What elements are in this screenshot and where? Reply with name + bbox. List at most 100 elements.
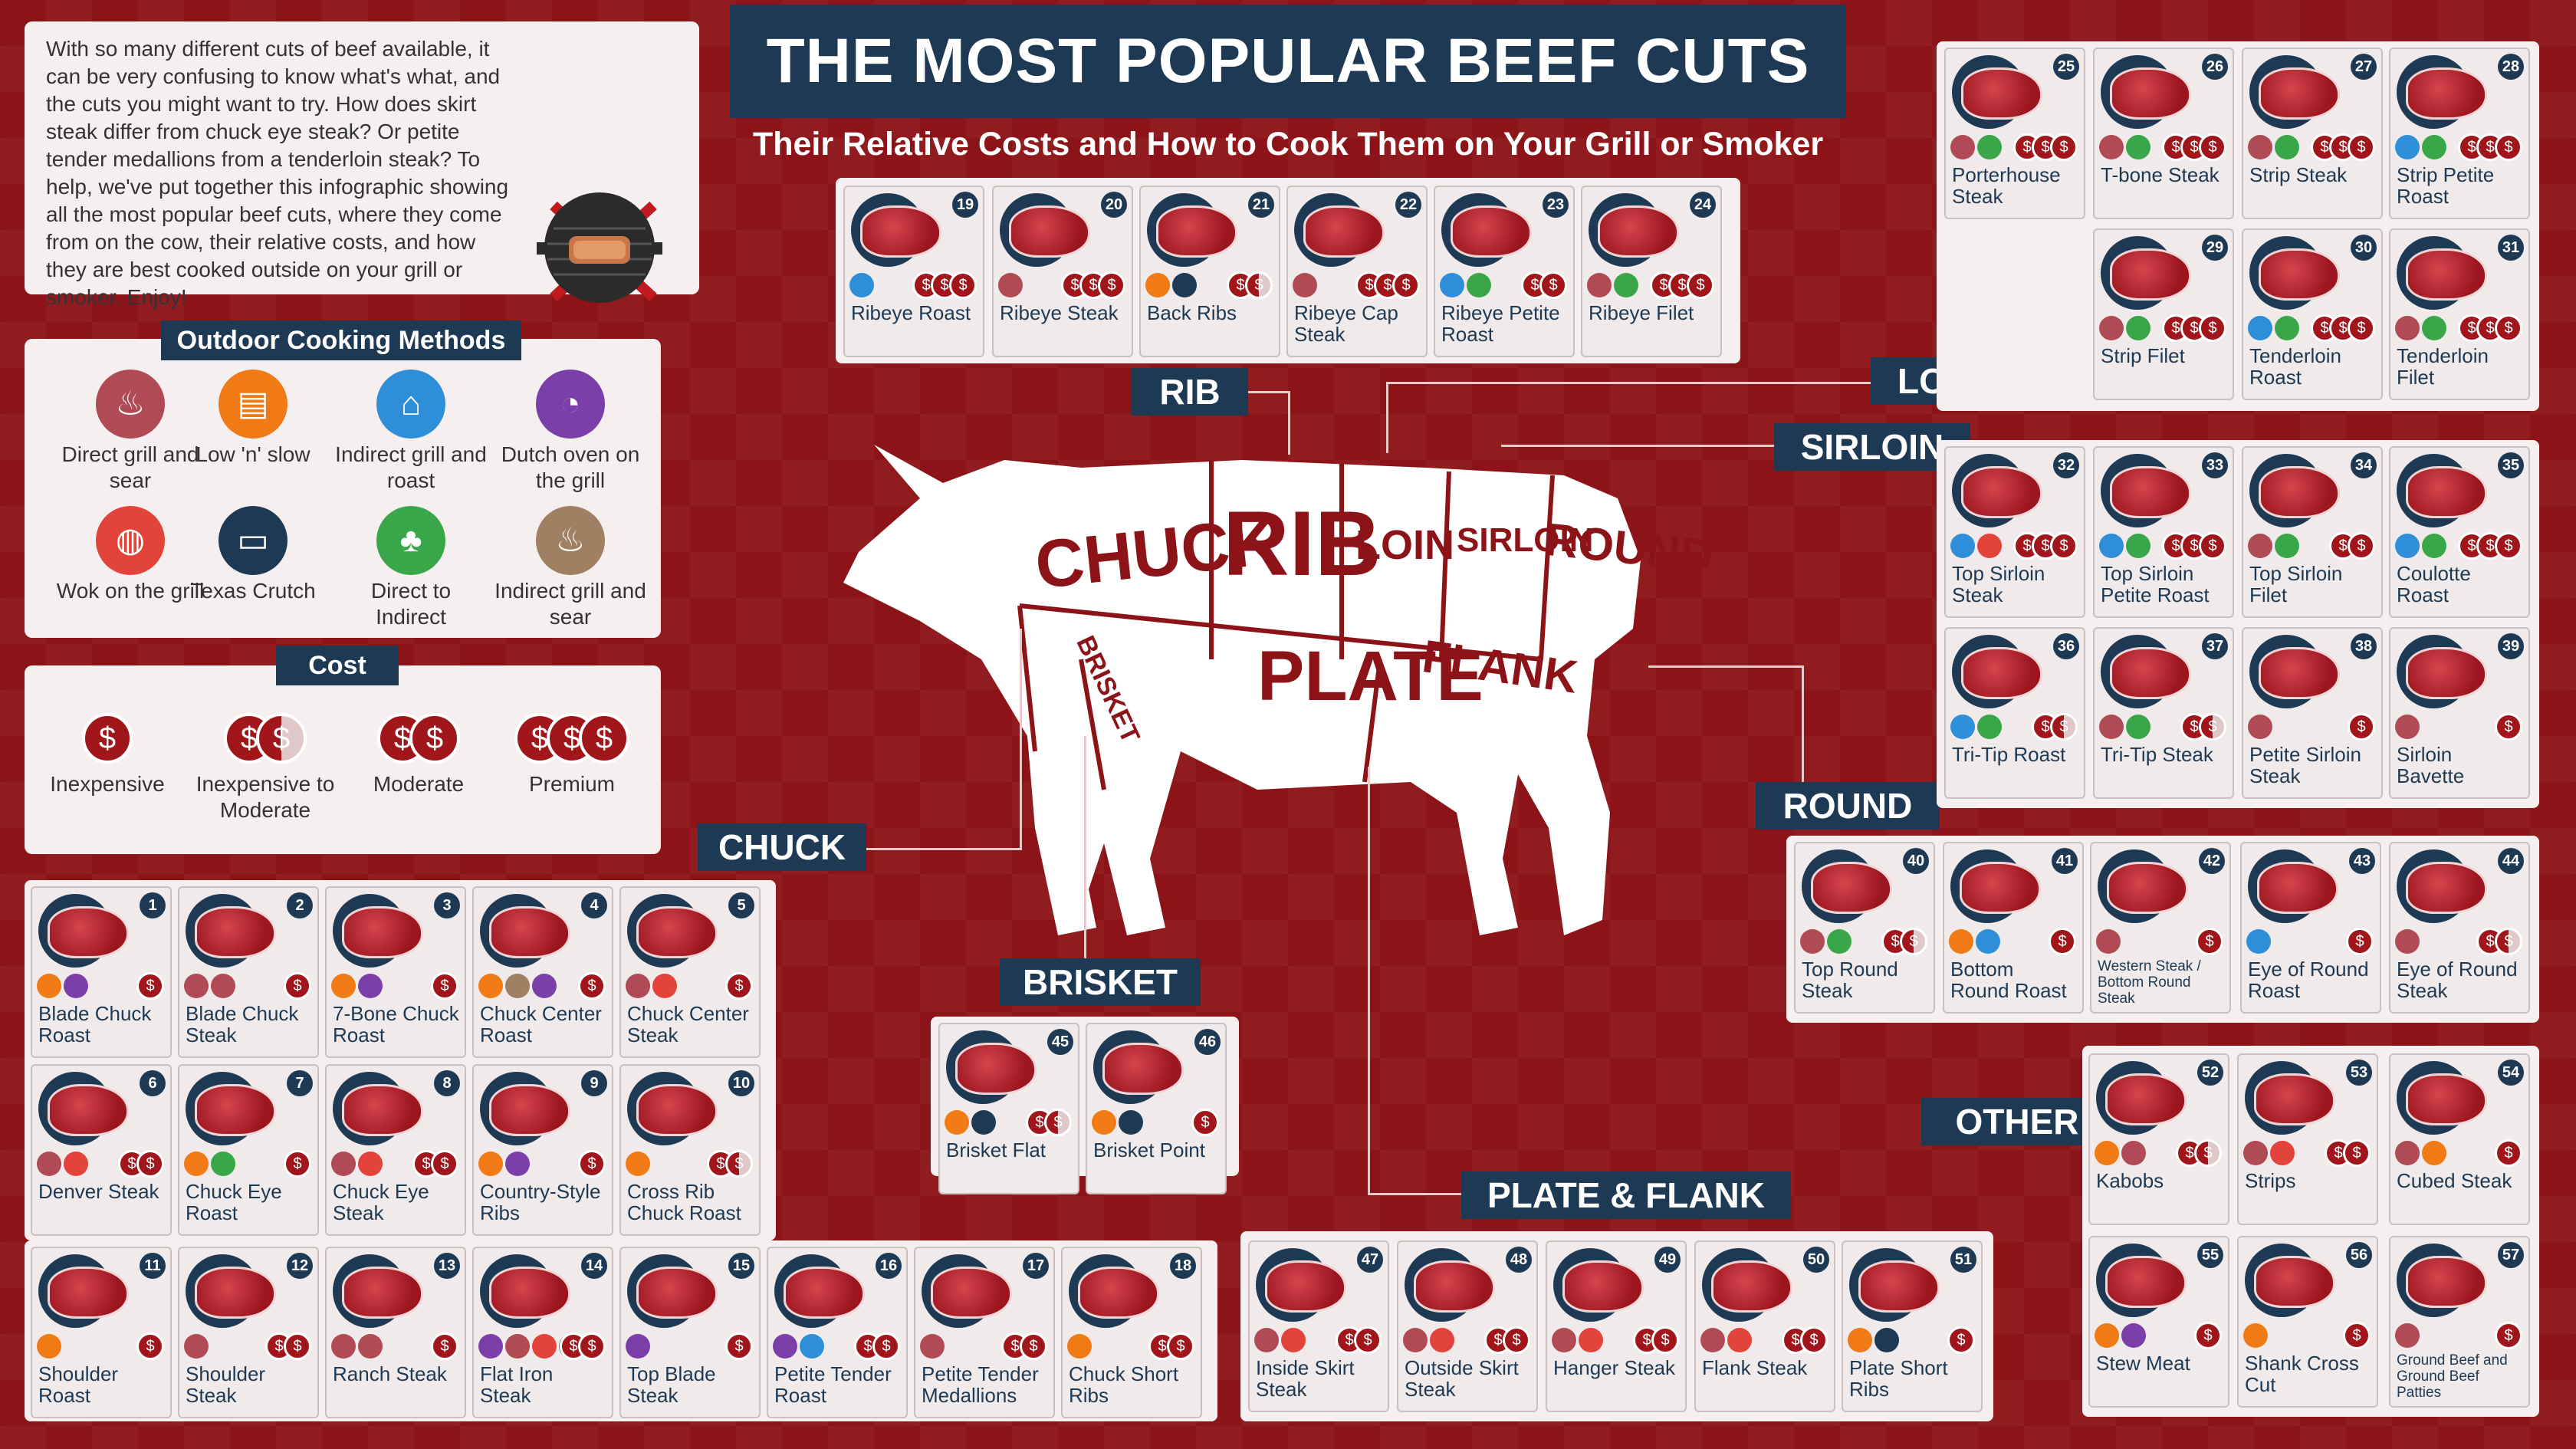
cut-card-40[interactable]: 40 $ $ Top Round Steak	[1794, 842, 1935, 1014]
cut-card-18[interactable]: 18 $ $ Chuck Short Ribs	[1061, 1247, 1202, 1418]
cut-card-5[interactable]: 5 $ Chuck Center Steak	[619, 886, 761, 1058]
cooking-method-icon	[1145, 273, 1170, 297]
cost-coins-icon: $	[431, 972, 458, 1000]
cooking-method-icon	[2243, 1141, 2268, 1165]
cooking-method-icon	[478, 1334, 503, 1359]
cut-card-15[interactable]: 15 $ Top Blade Steak	[619, 1247, 761, 1418]
cooking-method-icon	[2099, 135, 2124, 159]
page-subtitle: Their Relative Costs and How to Cook The…	[752, 125, 1824, 163]
cut-name: Tenderloin Roast	[2249, 344, 2341, 389]
cooking-method-icon	[2121, 1323, 2146, 1348]
connector-round	[1648, 665, 1804, 806]
cooking-method-label: Dutch oven on the grill	[501, 442, 640, 492]
cooking-method-label: Indirect grill and roast	[335, 442, 487, 492]
cut-card-17[interactable]: 17 $ $ Petite Tender Medallions	[914, 1247, 1055, 1418]
cut-card-41[interactable]: 41 $ Bottom Round Roast	[1943, 842, 2084, 1014]
cut-card-28[interactable]: 28 $ $ $ Strip Petite Roast	[2389, 48, 2530, 219]
cut-card-43[interactable]: 43 $ Eye of Round Roast	[2240, 842, 2381, 1014]
cut-card-34[interactable]: 34 $ $ Top Sirloin Filet	[2242, 446, 2383, 618]
cooking-method-icon	[2248, 135, 2272, 159]
meat-cut-icon	[1960, 862, 2041, 914]
cut-card-51[interactable]: 51 $ Plate Short Ribs	[1842, 1240, 1983, 1412]
cut-card-50[interactable]: 50 $ $ Flank Steak	[1694, 1240, 1835, 1412]
cooking-method-icon	[1700, 1328, 1725, 1352]
cut-number-badge: 4	[581, 892, 607, 918]
cut-card-23[interactable]: 23 $ $ Ribeye Petite Roast	[1434, 186, 1575, 357]
cut-number-badge: 37	[2202, 633, 2228, 659]
cooking-method-icon	[2395, 135, 2420, 159]
cut-card-49[interactable]: 49 $ $ Hanger Steak	[1546, 1240, 1687, 1412]
cut-card-14[interactable]: 14 $ $ Flat Iron Steak	[472, 1247, 613, 1418]
cut-card-36[interactable]: 36 $ $ Tri-Tip Roast	[1944, 627, 2085, 799]
dollar-coin-icon: $ $	[189, 713, 342, 764]
cut-card-22[interactable]: 22 $ $ $ Ribeye Cap Steak	[1286, 186, 1428, 357]
cut-method-icons	[1848, 1328, 1899, 1352]
cut-card-26[interactable]: 26 $ $ $ T-bone Steak	[2093, 48, 2234, 219]
cut-card-45[interactable]: 45 $ $ Brisket Flat	[938, 1023, 1079, 1194]
cut-card-7[interactable]: 7 $ Chuck Eye Roast	[178, 1064, 319, 1236]
cut-card-32[interactable]: 32 $ $ $ Top Sirloin Steak	[1944, 446, 2085, 618]
cut-card-31[interactable]: 31 $ $ $ Tenderloin Filet	[2389, 228, 2530, 400]
cooking-method-icon: ♣	[376, 506, 445, 575]
cut-card-54[interactable]: 54 $ Cubed Steak	[2389, 1053, 2530, 1225]
cut-card-21[interactable]: 21 $ $ Back Ribs	[1139, 186, 1280, 357]
cut-card-37[interactable]: 37 $ $ Tri-Tip Steak	[2093, 627, 2234, 799]
meat-cut-icon	[1156, 205, 1237, 258]
cut-card-48[interactable]: 48 $ $ Outside Skirt Steak	[1397, 1240, 1538, 1412]
cooking-method-icon	[1430, 1328, 1454, 1352]
cooking-method-icon	[2126, 135, 2150, 159]
cut-card-16[interactable]: 16 $ $ Petite Tender Roast	[767, 1247, 908, 1418]
cut-number-badge: 20	[1101, 192, 1127, 218]
cooking-method-icon	[478, 1152, 503, 1176]
cut-card-9[interactable]: 9 $ Country-Style Ribs	[472, 1064, 613, 1236]
cut-card-25[interactable]: 25 $ $ $ Porterhouse Steak	[1944, 48, 2085, 219]
cooking-method-icon	[1977, 534, 2002, 558]
cut-name: Blade Chuck Roast	[38, 1002, 152, 1046]
cooking-method-icon	[1875, 1328, 1899, 1352]
cut-card-1[interactable]: 1 $ Blade Chuck Roast	[31, 886, 172, 1058]
cut-card-3[interactable]: 3 $7-Bone Chuck Roast	[325, 886, 466, 1058]
cut-number-badge: 54	[2498, 1060, 2524, 1086]
cut-card-20[interactable]: 20 $ $ $ Ribeye Steak	[992, 186, 1133, 357]
cut-card-4[interactable]: 4 $ Chuck Center Roast	[472, 886, 613, 1058]
cut-card-12[interactable]: 12 $ $ Shoulder Steak	[178, 1247, 319, 1418]
cut-card-38[interactable]: 38 $ Petite Sirloin Steak	[2242, 627, 2383, 799]
cut-card-52[interactable]: 52 $ $ Kabobs	[2088, 1053, 2229, 1225]
cooking-method-icon	[2248, 316, 2272, 340]
cut-card-10[interactable]: 10 $ $ Cross Rib Chuck Roast	[619, 1064, 761, 1236]
cut-number-badge: 42	[2199, 848, 2225, 874]
cut-card-44[interactable]: 44 $ $ Eye of Round Steak	[2389, 842, 2530, 1014]
cooking-method-icon	[1092, 1110, 1116, 1135]
cut-card-42[interactable]: 42 $ Western Steak / Bottom Round Steak	[2090, 842, 2231, 1014]
cut-card-29[interactable]: 29 $ $ $ Strip Filet	[2093, 228, 2234, 400]
cut-card-35[interactable]: 35 $ $ $ Coulotte Roast	[2389, 446, 2530, 618]
cut-card-39[interactable]: 39 $ Sirloin Bavette	[2389, 627, 2530, 799]
cut-number-badge: 26	[2202, 54, 2228, 80]
cut-card-57[interactable]: 57 $ Ground Beef and Ground Beef Patties	[2389, 1236, 2530, 1408]
cut-number-badge: 8	[434, 1070, 460, 1096]
cut-card-30[interactable]: 30 $ $ $ Tenderloin Roast	[2242, 228, 2383, 400]
cut-number-badge: 14	[581, 1253, 607, 1279]
cooking-method-icon	[1172, 273, 1197, 297]
cut-card-27[interactable]: 27 $ $ $ Strip Steak	[2242, 48, 2383, 219]
cut-card-19[interactable]: 19 $ $ $ Ribeye Roast	[843, 186, 984, 357]
cut-card-6[interactable]: 6 $ $ Denver Steak	[31, 1064, 172, 1236]
cut-name: Inside Skirt Steak	[1256, 1356, 1355, 1401]
cooking-method-icon	[1949, 929, 1973, 954]
section-brisket: BRISKET	[1000, 958, 1201, 1006]
cut-card-13[interactable]: 13 $ Ranch Steak	[325, 1247, 466, 1418]
cut-card-53[interactable]: 53 $ $ Strips	[2237, 1053, 2378, 1225]
cost-coins-icon: $ $	[2329, 532, 2375, 560]
cut-card-33[interactable]: 33 $ $ $ Top Sirloin Petite Roast	[2093, 446, 2234, 618]
cut-card-56[interactable]: 56 $ Shank Cross Cut	[2237, 1236, 2378, 1408]
cost-coins-icon: $ $	[2325, 1139, 2371, 1167]
cut-card-8[interactable]: 8 $ $ Chuck Eye Steak	[325, 1064, 466, 1236]
cut-card-46[interactable]: 46 $ Brisket Point	[1086, 1023, 1227, 1194]
cost-coins-icon: $ $ $	[2162, 133, 2226, 161]
cut-card-55[interactable]: 55 $ Stew Meat	[2088, 1236, 2229, 1408]
cut-card-47[interactable]: 47 $ $ Inside Skirt Steak	[1248, 1240, 1389, 1412]
cut-card-2[interactable]: 2 $ Blade Chuck Steak	[178, 886, 319, 1058]
cut-card-11[interactable]: 11 $ Shoulder Roast	[31, 1247, 172, 1418]
cut-card-24[interactable]: 24 $ $ $ Ribeye Filet	[1581, 186, 1722, 357]
cost-coins-icon: $	[2348, 713, 2375, 741]
